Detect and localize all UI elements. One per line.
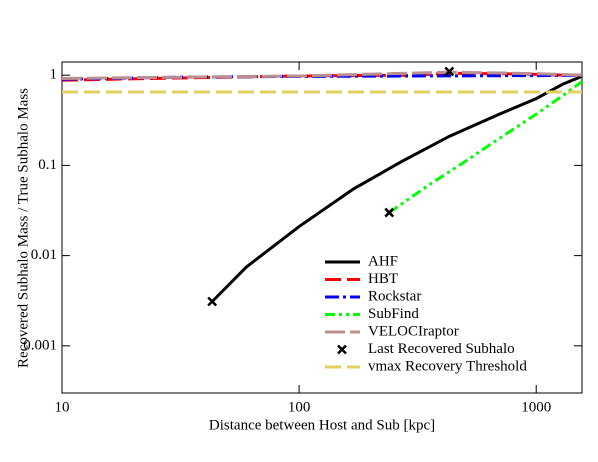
- y-tick-label: 0.01: [31, 247, 57, 263]
- series-line: [388, 80, 583, 214]
- legend-label: VELOCIraptor: [368, 323, 459, 339]
- y-tick-label: 0.001: [23, 337, 57, 353]
- legend-label: Rockstar: [368, 288, 421, 304]
- marker: [384, 207, 395, 218]
- marker: [444, 66, 455, 77]
- legend-label: vmax Recovery Threshold: [368, 358, 527, 374]
- legend-label: HBT: [368, 271, 398, 287]
- plot-frame: [61, 61, 583, 394]
- y-tick-label: 0.1: [38, 157, 57, 173]
- legend-label: AHF: [368, 253, 398, 269]
- y-axis-label: Recovered Subhalo Mass / True Subhalo Ma…: [15, 88, 31, 368]
- marker: [207, 296, 218, 307]
- y-tick-label: 1: [50, 67, 58, 83]
- x-tick-label: 1000: [521, 399, 551, 415]
- x-axis-label: Distance between Host and Sub [kpc]: [209, 417, 435, 433]
- legend-label: Last Recovered Subhalo: [368, 341, 515, 357]
- x-tick-label: 10: [55, 399, 70, 415]
- x-tick-label: 100: [288, 399, 311, 415]
- legend-label: SubFind: [368, 306, 419, 322]
- marker: [337, 344, 347, 355]
